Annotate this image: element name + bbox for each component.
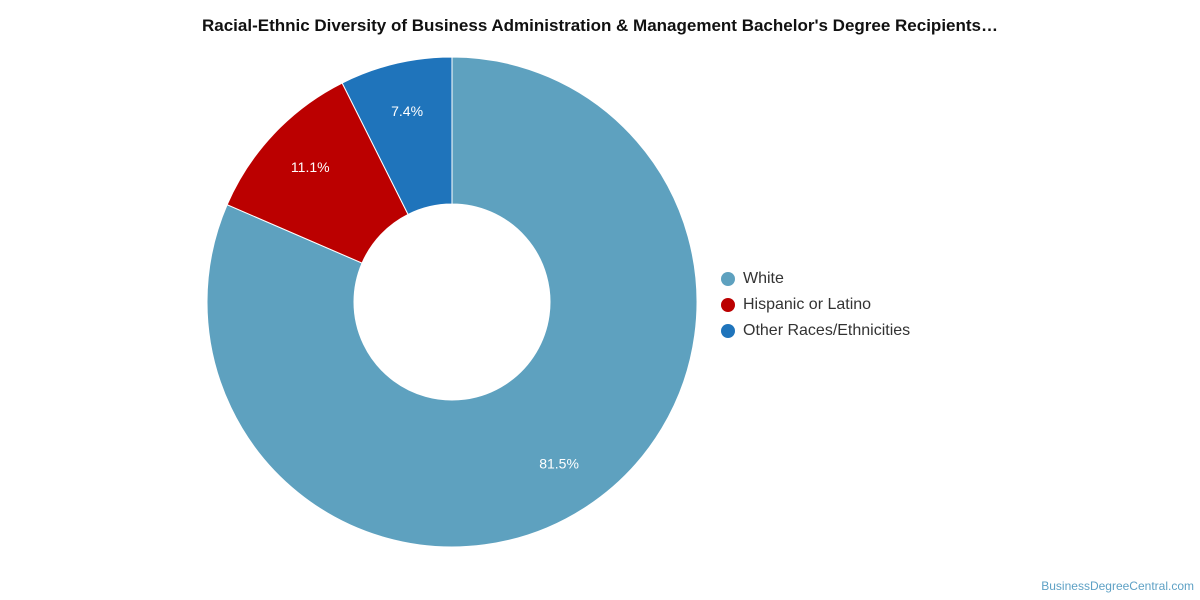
legend-label: Hispanic or Latino (743, 296, 872, 313)
legend-item-other-races-ethnicities[interactable]: Other Races/Ethnicities (721, 318, 910, 344)
chart-title: Racial-Ethnic Diversity of Business Admi… (201, 16, 998, 35)
pie-data-labels: 81.5% 11.1% 7.4% (291, 103, 579, 472)
legend-item-white[interactable]: White (721, 266, 910, 292)
pie-slice-hispanic-or-latino[interactable] (226, 82, 409, 264)
data-label-other-races-ethnicities: 7.4% (391, 103, 423, 119)
data-label-hispanic-or-latino: 11.1% (291, 159, 330, 175)
legend-swatch (721, 272, 735, 286)
pie-slice-other-races-ethnicities[interactable] (341, 56, 453, 216)
legend-item-hispanic-or-latino[interactable]: Hispanic or Latino (721, 292, 910, 318)
legend-swatch (721, 298, 735, 312)
pie-slices (206, 56, 698, 548)
legend-label: White (743, 270, 784, 287)
legend-swatch (721, 324, 735, 338)
pie-slice-white[interactable] (206, 56, 698, 548)
chart-legend: White Hispanic or Latino Other Races/Ethni… (721, 266, 910, 344)
source-credit-link[interactable]: BusinessDegreeCentral.com (1041, 579, 1194, 593)
data-label-white: 81.5% (539, 456, 579, 472)
legend-label: Other Races/Ethnicities (743, 322, 911, 339)
